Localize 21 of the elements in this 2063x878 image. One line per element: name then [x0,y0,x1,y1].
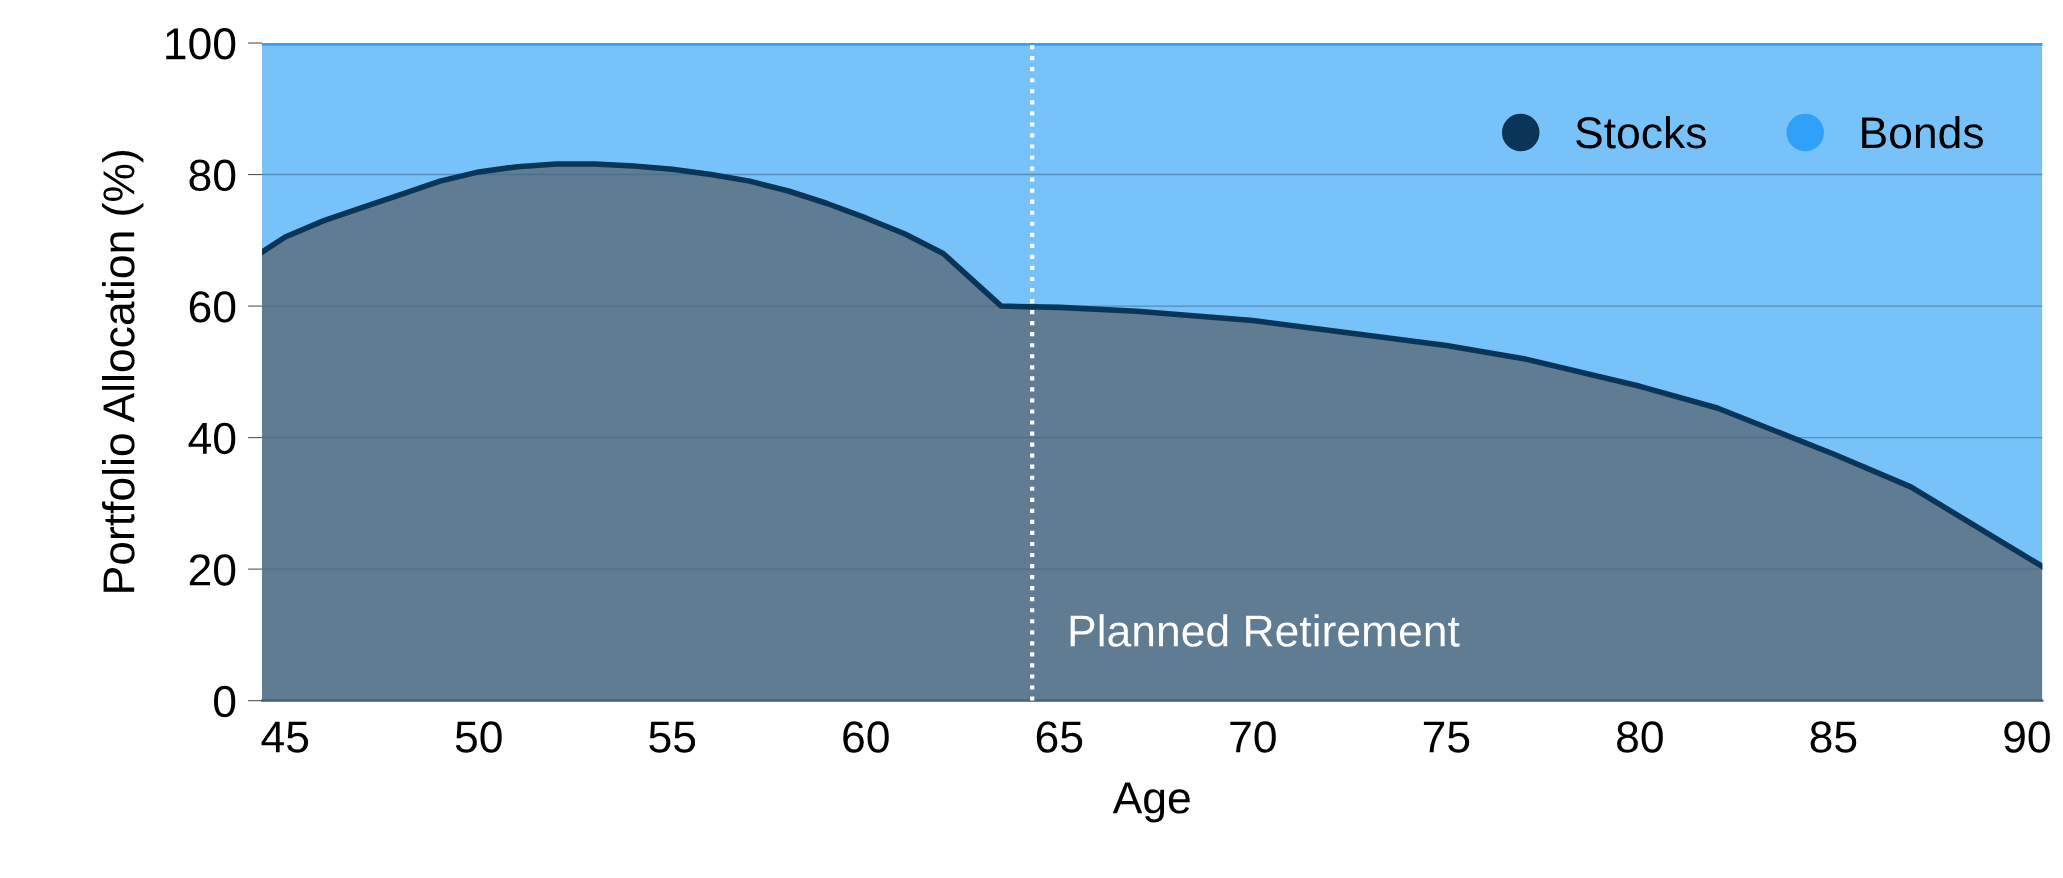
x-tick-label: 90 [2004,721,2050,753]
x-tick-label: 75 [1423,721,1470,753]
y-tick-label: 100 [166,28,236,60]
x-tick-label: 60 [843,721,889,753]
y-tick-label: 40 [188,422,236,455]
x-tick-label: 45 [261,721,309,753]
x-tick-label: 85 [1810,721,1857,753]
y-tick-label: 80 [189,159,236,192]
y-tick-label: 60 [189,291,236,323]
y-axis-title: Portfolio Allocation (%) [101,151,144,592]
x-tick-label: 65 [1036,721,1083,753]
x-tick-label: 80 [1617,721,1663,753]
y-tick-label: 0 [214,685,236,718]
x-tick-label: 70 [1230,721,1276,753]
x-axis-title: Age [1112,782,1190,823]
x-tick-label: 55 [649,721,696,753]
y-tick-label: 20 [189,554,236,586]
ref-line-label: Planned Retirement [1070,614,1460,647]
legend-label: Stocks [1576,115,1706,149]
x-tick-label: 50 [455,721,502,753]
legend-label: Bonds [1862,115,1983,149]
